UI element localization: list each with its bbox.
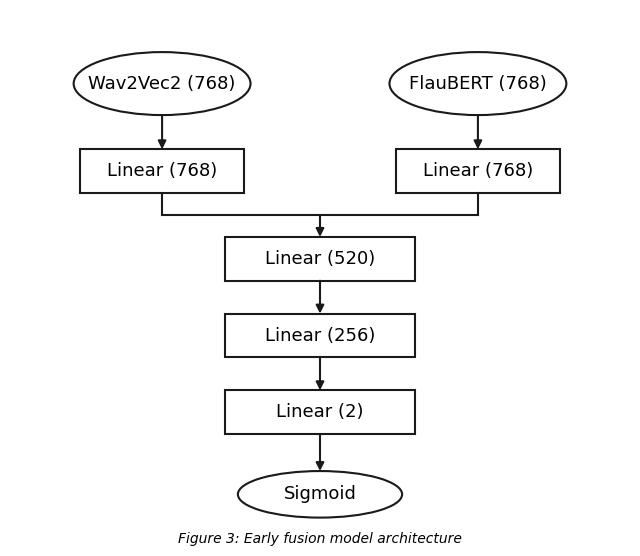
Text: Figure 3: Early fusion model architecture: Figure 3: Early fusion model architectur…	[178, 532, 462, 547]
Text: Sigmoid: Sigmoid	[284, 485, 356, 503]
Text: FlauBERT (768): FlauBERT (768)	[409, 75, 547, 93]
Text: Linear (2): Linear (2)	[276, 403, 364, 421]
Text: Wav2Vec2 (768): Wav2Vec2 (768)	[88, 75, 236, 93]
Text: Linear (768): Linear (768)	[107, 162, 217, 180]
Text: Linear (520): Linear (520)	[265, 250, 375, 268]
Text: Linear (256): Linear (256)	[265, 326, 375, 345]
Text: Linear (768): Linear (768)	[423, 162, 533, 180]
